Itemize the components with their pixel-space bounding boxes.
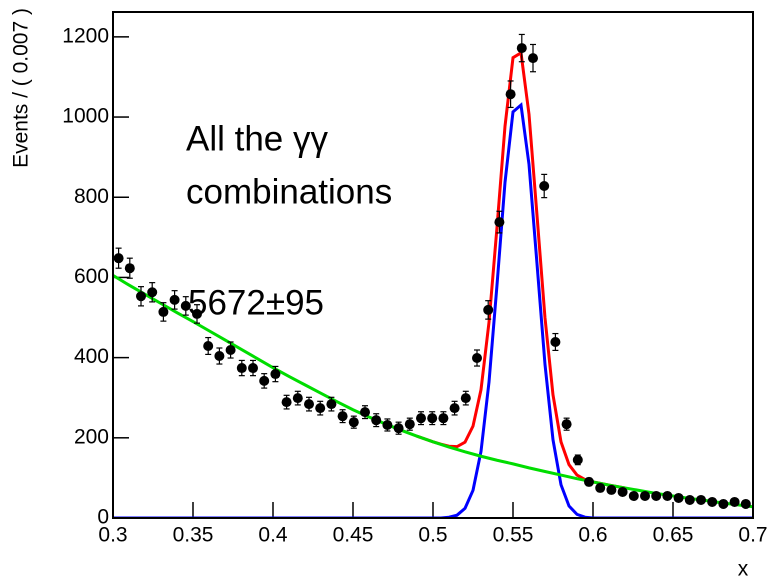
data-point (169, 294, 180, 305)
data-point (572, 454, 583, 465)
data-point (449, 403, 460, 414)
annotation: 5672±95 (188, 283, 324, 322)
data-point (460, 393, 471, 404)
data-point (203, 340, 214, 351)
data-point (404, 419, 415, 430)
data-point (136, 291, 146, 302)
data-point (505, 89, 516, 100)
data-point (662, 490, 673, 501)
y-tick-label: 0 (97, 506, 109, 529)
data-point (371, 415, 382, 426)
data-point (550, 336, 561, 347)
data-point (684, 494, 695, 505)
data-point (147, 287, 158, 298)
data-point (393, 423, 404, 434)
x-tick-label: 0.7 (738, 524, 767, 547)
data-point (382, 419, 393, 430)
data-point (124, 263, 135, 274)
annotation: combinations (186, 172, 392, 211)
data-point (225, 345, 236, 356)
data-point (360, 407, 370, 418)
x-tick-label: 0.5 (418, 524, 447, 547)
plot-area (113, 33, 753, 518)
data-point (483, 304, 494, 315)
fit-curve (416, 50, 626, 490)
data-point (561, 419, 572, 430)
plot-frame (112, 11, 754, 519)
data-point (595, 482, 606, 493)
y-tick-label: 1000 (62, 105, 109, 128)
x-axis-label: x (738, 558, 749, 581)
data-point (438, 413, 449, 424)
x-tick-label: 0.55 (493, 524, 534, 547)
x-tick-label: 0.65 (653, 524, 694, 547)
data-point (651, 490, 662, 501)
data-point (113, 253, 124, 264)
data-point (673, 492, 684, 503)
x-tick-label: 0.6 (578, 524, 607, 547)
data-point (640, 490, 650, 501)
data-point (617, 486, 628, 497)
data-point (416, 413, 426, 424)
data-point (740, 498, 751, 509)
data-point (606, 484, 617, 495)
data-point (180, 300, 191, 311)
data-point (248, 363, 258, 374)
y-tick-label: 1200 (62, 24, 109, 47)
data-point (192, 308, 202, 319)
data-point (259, 375, 270, 386)
data-point (584, 476, 594, 487)
x-tick-label: 0.45 (333, 524, 374, 547)
annotation: All the γγ (186, 119, 328, 158)
data-point (292, 393, 303, 404)
data-point (315, 403, 326, 414)
y-tick-label: 600 (74, 265, 109, 288)
data-point (326, 399, 337, 410)
x-tick-label: 0.4 (258, 524, 288, 547)
fit-curve (113, 102, 753, 518)
data-point (718, 498, 729, 509)
data-point (270, 369, 281, 380)
data-point (427, 413, 438, 424)
data-point (158, 306, 169, 317)
data-point (214, 351, 225, 362)
y-tick-label: 400 (74, 345, 109, 368)
x-tick-label: 0.35 (173, 524, 214, 547)
data-point (628, 490, 639, 501)
data-point (281, 397, 292, 408)
y-tick-label: 800 (74, 185, 109, 208)
y-tick-label: 200 (74, 425, 109, 448)
data-point (236, 363, 247, 374)
data-point (348, 417, 359, 428)
data-point (696, 494, 706, 505)
data-point (729, 496, 740, 507)
data-point (707, 496, 718, 507)
data-point (516, 43, 527, 54)
data-point (539, 181, 550, 192)
data-point (528, 53, 538, 64)
data-point (337, 411, 348, 422)
y-axis-label: Events / ( 0.007 ) (10, 8, 33, 168)
data-point (494, 217, 505, 228)
data-point (304, 399, 314, 410)
data-point (472, 353, 482, 364)
x-tick-label: 0.3 (98, 524, 127, 547)
